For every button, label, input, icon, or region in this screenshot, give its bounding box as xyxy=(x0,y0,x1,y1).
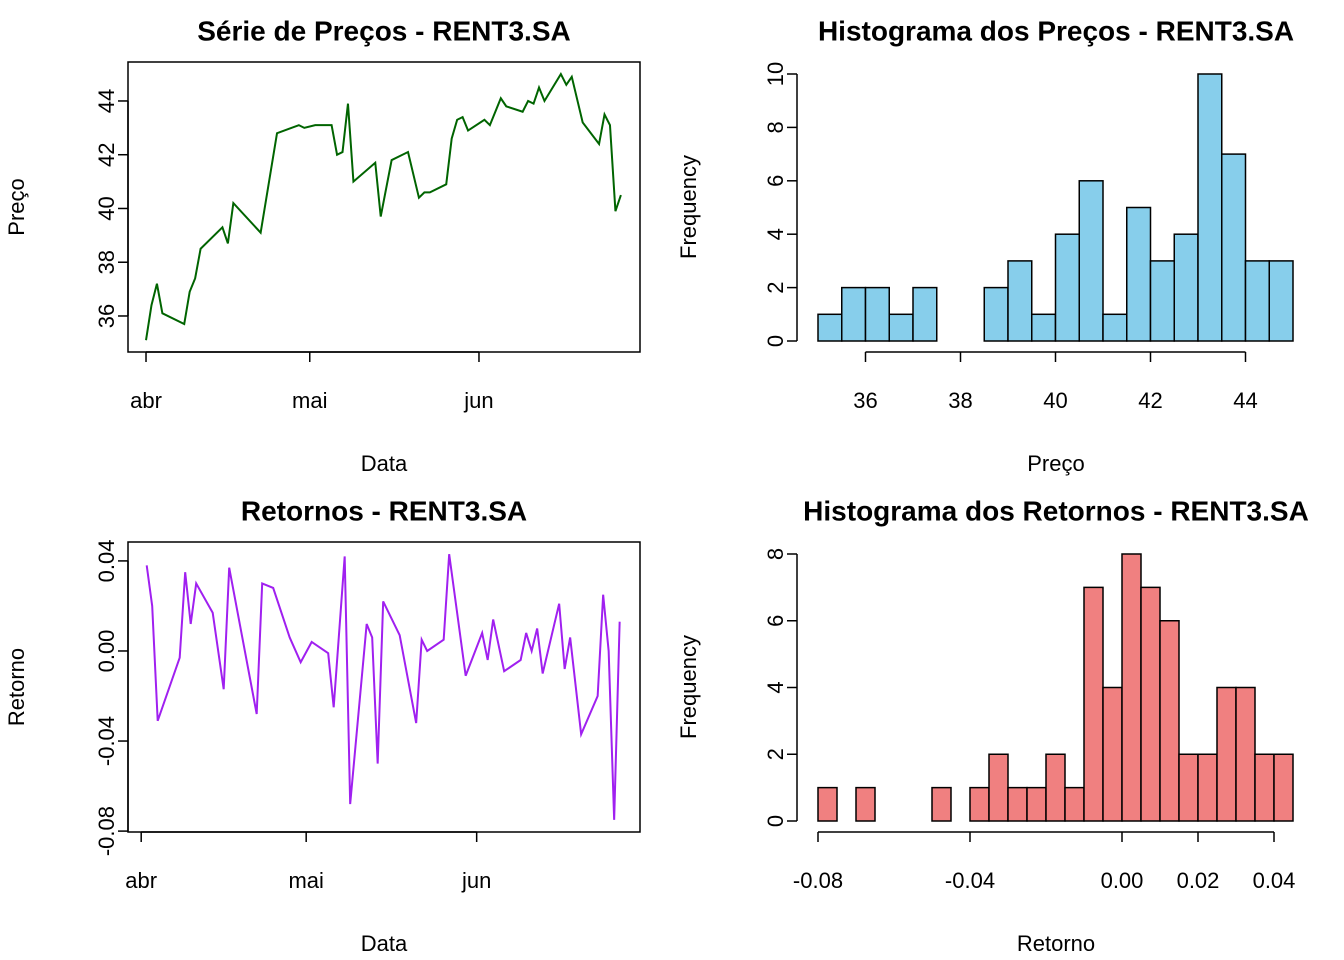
y-tick-label: -0.08 xyxy=(94,806,119,856)
bar xyxy=(1102,686,1123,822)
x-tick-label: mai xyxy=(292,388,327,413)
y-axis-label: Retorno xyxy=(4,648,29,726)
x-tick-label: 36 xyxy=(853,388,877,413)
y-tick-label: 0.04 xyxy=(94,539,119,582)
bar xyxy=(1244,260,1270,342)
x-tick-label: 40 xyxy=(1043,388,1067,413)
y-axis-label: Frequency xyxy=(676,155,701,259)
y-axis-label: Frequency xyxy=(676,635,701,739)
bar xyxy=(1121,553,1142,822)
y-tick-label: 4 xyxy=(763,681,788,693)
y-tick-label: 36 xyxy=(94,304,119,328)
x-tick-label: abr xyxy=(125,868,157,893)
bar xyxy=(1045,753,1066,822)
bar xyxy=(931,786,952,822)
y-axis-label: Preço xyxy=(4,178,29,235)
x-tick-label: abr xyxy=(130,388,162,413)
bar xyxy=(1178,753,1199,822)
chart-title: Histograma dos Preços - RENT3.SA xyxy=(818,15,1294,46)
bar xyxy=(888,313,914,342)
bar xyxy=(1254,753,1275,822)
y-tick-label: 0 xyxy=(763,815,788,827)
plot-frame xyxy=(127,541,641,833)
panel: Histograma dos Preços - RENT3.SA Preço Fre… xyxy=(676,15,1294,475)
x-tick-label: 44 xyxy=(1233,388,1257,413)
bar xyxy=(855,786,876,822)
x-axis-label: Preço xyxy=(1027,451,1084,476)
y-tick-label: 2 xyxy=(763,281,788,293)
x-tick-label: 0.02 xyxy=(1177,868,1220,893)
x-tick-label: -0.08 xyxy=(793,868,843,893)
bar xyxy=(1273,753,1294,822)
y-tick-label: 0.00 xyxy=(94,630,119,673)
bar xyxy=(983,286,1009,342)
chart-title: Série de Preços - RENT3.SA xyxy=(197,15,570,46)
y-tick-label: 4 xyxy=(763,228,788,240)
y-tick-label: 10 xyxy=(763,62,788,86)
bar xyxy=(1197,73,1223,342)
y-tick-label: 42 xyxy=(94,142,119,166)
y-tick-label: 40 xyxy=(94,196,119,220)
panel: Série de Preços - RENT3.SA Data Preço abr ma… xyxy=(4,15,641,476)
bar xyxy=(1054,233,1080,342)
y-tick-label: 6 xyxy=(763,175,788,187)
bar xyxy=(841,286,867,342)
x-tick-label: 42 xyxy=(1138,388,1162,413)
bar xyxy=(969,786,990,822)
data-line xyxy=(145,554,621,820)
bar xyxy=(912,286,938,342)
bar xyxy=(1197,753,1218,822)
x-tick-label: 0.00 xyxy=(1101,868,1144,893)
bar xyxy=(1064,786,1085,822)
bar xyxy=(1083,586,1104,822)
bar xyxy=(1216,686,1237,822)
x-axis-label: Retorno xyxy=(1017,931,1095,956)
y-tick-label: 2 xyxy=(763,748,788,760)
bar xyxy=(1140,586,1161,822)
y-tick-label: 0 xyxy=(763,335,788,347)
y-tick-label: -0.04 xyxy=(94,716,119,766)
bar xyxy=(988,753,1009,822)
y-tick-label: 6 xyxy=(763,615,788,627)
y-tick-label: 8 xyxy=(763,548,788,560)
x-tick-label: mai xyxy=(288,868,323,893)
x-tick-label: 38 xyxy=(948,388,972,413)
bar xyxy=(1031,313,1057,342)
bar xyxy=(1235,686,1256,822)
bar xyxy=(1149,260,1175,342)
bar xyxy=(1159,620,1180,822)
chart-title: Retornos - RENT3.SA xyxy=(241,495,527,526)
y-tick-label: 44 xyxy=(94,89,119,113)
x-axis-label: Data xyxy=(361,931,408,956)
bar xyxy=(1173,233,1199,342)
bar xyxy=(817,786,838,822)
bar xyxy=(864,286,890,342)
plot-frame xyxy=(127,61,641,353)
bar xyxy=(1007,786,1028,822)
x-tick-label: jun xyxy=(463,388,493,413)
x-axis-label: Data xyxy=(361,451,408,476)
y-tick-label: 38 xyxy=(94,250,119,274)
bar xyxy=(1026,786,1047,822)
x-tick-label: 0.04 xyxy=(1253,868,1296,893)
bar xyxy=(1221,153,1247,342)
bar xyxy=(1102,313,1128,342)
bar xyxy=(1078,180,1104,342)
bar xyxy=(817,313,843,342)
bar xyxy=(1007,260,1033,342)
chart-title: Histograma dos Retornos - RENT3.SA xyxy=(803,495,1309,526)
y-tick-label: 8 xyxy=(763,121,788,133)
panel: Retornos - RENT3.SA Data Retorno abr mai jun -… xyxy=(4,495,641,956)
bar xyxy=(1126,206,1152,342)
panel: Histograma dos Retornos - RENT3.SA Retorn… xyxy=(676,495,1309,955)
x-tick-label: jun xyxy=(461,868,491,893)
bar xyxy=(1268,260,1294,342)
data-line xyxy=(145,72,622,341)
x-tick-label: -0.04 xyxy=(945,868,995,893)
